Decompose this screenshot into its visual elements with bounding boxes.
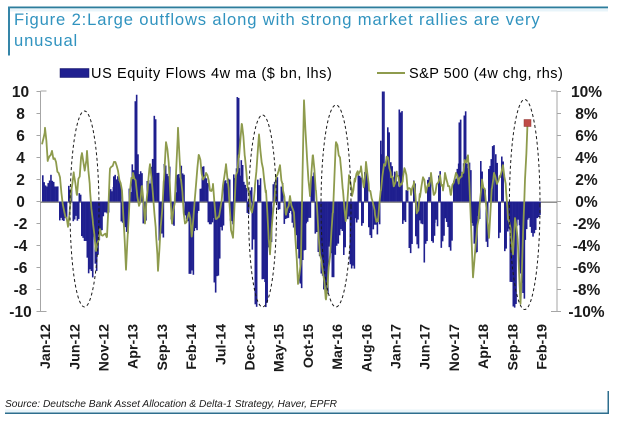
- svg-text:Apr-18: Apr-18: [476, 324, 492, 369]
- svg-text:0%: 0%: [575, 194, 598, 211]
- svg-text:Jun-12: Jun-12: [67, 324, 83, 370]
- svg-text:10: 10: [12, 84, 29, 101]
- svg-text:Jun-17: Jun-17: [418, 324, 434, 370]
- svg-text:-10%: -10%: [568, 304, 604, 321]
- svg-text:-10: -10: [9, 304, 31, 321]
- svg-text:4: 4: [16, 150, 25, 167]
- svg-text:10%: 10%: [571, 84, 602, 101]
- svg-text:Feb-19: Feb-19: [535, 324, 551, 370]
- svg-text:Figure 2:Large outflows along: Figure 2:Large outflows along with stron…: [14, 10, 541, 29]
- svg-text:Aug-16: Aug-16: [359, 324, 375, 372]
- svg-text:2%: 2%: [575, 172, 598, 189]
- svg-text:Mar-16: Mar-16: [330, 324, 346, 370]
- svg-text:6%: 6%: [575, 128, 598, 145]
- svg-text:-2%: -2%: [573, 216, 601, 233]
- svg-text:Apr-13: Apr-13: [126, 324, 142, 369]
- svg-text:8: 8: [16, 106, 25, 123]
- svg-text:6: 6: [16, 128, 25, 145]
- svg-text:-8%: -8%: [573, 282, 601, 299]
- svg-text:-6%: -6%: [573, 260, 601, 277]
- svg-text:-8: -8: [14, 282, 28, 299]
- svg-text:Source: Deutsche Bank Asset Al: Source: Deutsche Bank Asset Allocation &…: [5, 399, 338, 410]
- svg-text:US Equity Flows 4w ma ($ bn, l: US Equity Flows 4w ma ($ bn, lhs): [91, 66, 332, 82]
- svg-text:unusual: unusual: [14, 31, 78, 50]
- svg-text:8%: 8%: [575, 106, 598, 123]
- svg-text:-4%: -4%: [573, 238, 601, 255]
- svg-text:Nov-12: Nov-12: [97, 324, 113, 371]
- svg-text:Sep-18: Sep-18: [505, 324, 521, 371]
- svg-text:4%: 4%: [575, 150, 598, 167]
- svg-text:-6: -6: [14, 260, 28, 277]
- svg-text:Jan-17: Jan-17: [389, 324, 405, 369]
- svg-text:Nov-17: Nov-17: [447, 324, 463, 371]
- svg-text:Sep-13: Sep-13: [155, 324, 171, 371]
- svg-text:-2: -2: [14, 216, 28, 233]
- svg-text:Dec-14: Dec-14: [243, 324, 259, 371]
- svg-text:Jul-14: Jul-14: [213, 324, 229, 365]
- svg-text:Jan-12: Jan-12: [38, 324, 54, 369]
- svg-text:-4: -4: [14, 238, 28, 255]
- svg-text:S&P 500 (4w chg, rhs): S&P 500 (4w chg, rhs): [409, 66, 563, 82]
- svg-text:Oct-15: Oct-15: [301, 324, 317, 368]
- svg-text:Feb-14: Feb-14: [184, 324, 200, 370]
- svg-text:0: 0: [16, 194, 25, 211]
- svg-text:2: 2: [16, 172, 25, 189]
- svg-text:May-15: May-15: [272, 324, 288, 372]
